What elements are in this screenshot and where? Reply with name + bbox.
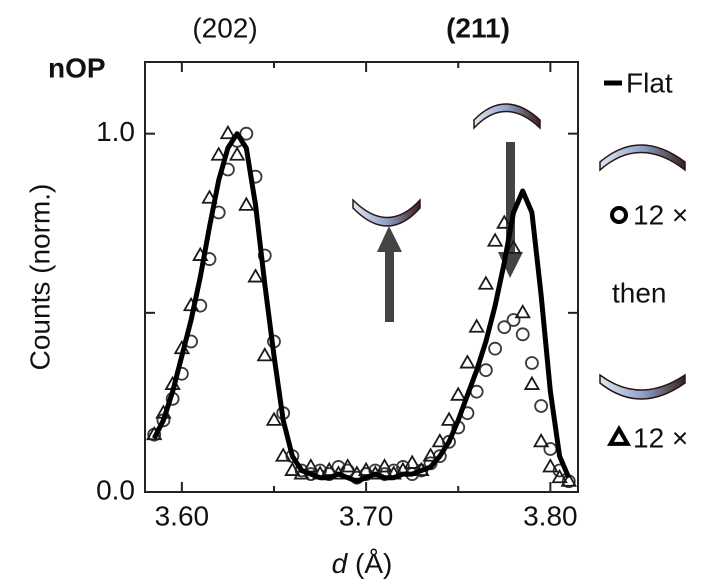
peak-label: (211)	[446, 12, 510, 43]
y-tick-label: 1.0	[96, 116, 135, 147]
data-point	[496, 214, 513, 229]
data-point	[210, 146, 227, 161]
data-point	[525, 356, 539, 370]
peak-label: (202)	[192, 12, 257, 43]
data-point	[403, 454, 421, 469]
data-point	[256, 347, 273, 362]
panel-label: nOP	[48, 52, 106, 83]
data-point	[486, 232, 504, 247]
data-point	[488, 341, 502, 356]
legend-swatch	[606, 424, 632, 446]
data-point	[219, 124, 237, 140]
series-line	[151, 131, 572, 484]
data-point	[515, 327, 530, 342]
arrows	[377, 142, 523, 322]
x-axis-label: d (Å)	[332, 548, 393, 579]
data-point	[239, 126, 254, 141]
data-point	[514, 304, 531, 319]
data-point	[201, 189, 218, 204]
data-point	[523, 375, 541, 390]
data-point	[506, 313, 521, 327]
bend-icons	[352, 103, 686, 400]
data-point	[422, 447, 439, 462]
data-point	[532, 433, 550, 448]
data-point	[497, 320, 512, 335]
legend-label: 12 ×	[633, 422, 688, 453]
x-tick-label: 3.80	[523, 500, 578, 531]
data-point	[551, 468, 568, 484]
data-point	[468, 318, 485, 333]
x-label-unit: (Å)	[355, 548, 392, 579]
data-point	[534, 399, 549, 413]
data-point	[247, 268, 264, 283]
data-point	[257, 248, 272, 263]
data-point	[228, 146, 246, 161]
y-tick-label: 0.0	[96, 474, 135, 505]
data-point	[431, 433, 449, 448]
data-point	[459, 354, 476, 369]
data-point	[284, 461, 301, 476]
legend-swatch	[610, 206, 628, 224]
data-point	[477, 275, 495, 290]
data-point	[450, 386, 467, 401]
data-point	[265, 411, 283, 426]
data-point	[542, 458, 559, 473]
data-point	[274, 447, 292, 462]
data-point	[478, 363, 493, 378]
data-point	[376, 458, 393, 473]
plot-frame	[144, 61, 579, 493]
data-point	[560, 472, 577, 487]
legend-label: Flat	[626, 67, 673, 98]
data-point	[505, 239, 522, 254]
x-label-symbol: d	[332, 548, 349, 579]
x-tick-label: 3.60	[155, 500, 210, 531]
data-point	[339, 458, 356, 473]
data-point	[238, 196, 255, 211]
y-axis-label: Counts (norm.)	[24, 184, 55, 371]
legend-note: then	[612, 277, 667, 308]
data-point	[440, 411, 458, 426]
legend-label: 12 ×	[633, 199, 688, 230]
x-tick-label: 3.70	[339, 500, 394, 531]
